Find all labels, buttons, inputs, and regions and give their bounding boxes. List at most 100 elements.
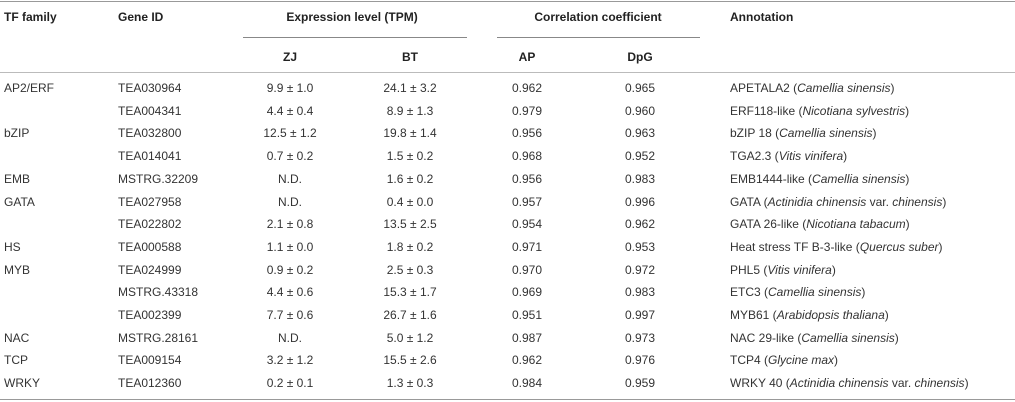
annotation: ETC3 (Camellia sinensis) (730, 285, 865, 299)
value-cell: 4.4 ± 0.6 (266, 285, 314, 300)
annotation-part: Quercus suber (859, 239, 939, 254)
gene-id: MSTRG.28161 (118, 330, 199, 345)
value-cell: 1.1 ± 0.0 (266, 239, 314, 254)
value-cell: 1.8 ± 0.2 (386, 239, 434, 254)
annotation-part: ) (938, 239, 943, 254)
gene-id: TEA004341 (118, 103, 182, 118)
annotation-part: ) (884, 308, 889, 322)
value-cell: 0.996 (624, 194, 656, 209)
header-cell: TF family (4, 10, 57, 24)
value-cell: 0.971 (511, 239, 543, 254)
annotation-part: Camellia sinensis (801, 330, 895, 345)
value-cell: 24.1 ± 3.2 (383, 81, 437, 95)
value-cell: 0.976 (624, 353, 656, 368)
header-cell: DpG (627, 50, 653, 64)
annotation: Heat stress TF B-3-like (Quercus suber) (730, 240, 943, 254)
gene-id: TEA012360 (118, 376, 182, 391)
value-cell: 0.969 (511, 285, 543, 300)
annotation-part: ) (905, 103, 910, 118)
value-cell: 0.954 (511, 217, 543, 232)
value-cell: 0.957 (511, 194, 543, 209)
annotation-part: Heat stress TF B-3-like ( (730, 239, 860, 254)
annotation: ERF118-like (Nicotiana sylvestris) (730, 104, 909, 118)
annotation-part: Actinidia chinensis (789, 376, 889, 391)
annotation-part: ) (834, 353, 839, 368)
annotation-part: Actinidia chinensis (767, 194, 867, 209)
tf-family: EMB (4, 171, 31, 186)
gene-id: TEA000588 (118, 239, 182, 254)
annotation-part: APETALA2 ( (730, 81, 798, 95)
value-cell: 0.9 ± 0.2 (266, 262, 314, 277)
tf-family: NAC (4, 330, 30, 345)
annotation-part: WRKY 40 ( (730, 376, 790, 391)
value-cell: 0.973 (624, 330, 656, 345)
value-cell: N.D. (278, 330, 302, 345)
gene-id: TEA030964 (118, 81, 182, 95)
value-cell: 15.3 ± 1.7 (383, 285, 437, 300)
value-cell: 12.5 ± 1.2 (263, 126, 317, 141)
rule (0, 1, 1015, 2)
gene-id: MSTRG.43318 (118, 285, 199, 300)
value-cell: 7.7 ± 0.6 (266, 308, 314, 322)
value-cell: 0.956 (511, 126, 543, 141)
annotation-part: ) (872, 126, 877, 141)
value-cell: 1.6 ± 0.2 (386, 171, 434, 186)
annotation-part: ) (890, 81, 895, 95)
header-cell: Gene ID (118, 10, 164, 24)
gene-id: TEA009154 (118, 353, 182, 368)
value-cell: 0.962 (511, 81, 543, 95)
value-cell: N.D. (278, 171, 302, 186)
header-cell: Expression level (TPM) (286, 10, 418, 24)
value-cell: 1.5 ± 0.2 (386, 149, 434, 164)
value-cell: 0.962 (511, 353, 543, 368)
gene-id: TEA024999 (118, 262, 182, 277)
value-cell: 26.7 ± 1.6 (383, 308, 437, 322)
annotation-part: PHL5 ( (730, 262, 768, 277)
rule (0, 399, 1015, 400)
header-cell: Annotation (730, 10, 794, 24)
annotation-part: ) (843, 149, 848, 164)
annotation: NAC 29-like (Camellia sinensis) (730, 331, 899, 345)
value-cell: 0.959 (624, 376, 656, 391)
value-cell: 8.9 ± 1.3 (386, 103, 434, 118)
value-cell: 0.983 (624, 285, 656, 300)
annotation-part: ) (861, 285, 866, 300)
value-cell: 9.9 ± 1.0 (266, 81, 314, 95)
annotation-part: MYB61 ( (730, 308, 777, 322)
annotation-part: GATA ( (730, 194, 768, 209)
value-cell: 4.4 ± 0.4 (266, 103, 314, 118)
annotation-part: Vitis vinifera (767, 262, 832, 277)
value-cell: 15.5 ± 2.6 (383, 353, 437, 368)
annotation-part: ) (964, 376, 969, 391)
annotation-part: var. (866, 194, 893, 209)
annotation-part: Camellia sinensis (797, 81, 891, 95)
header-cell: BT (402, 50, 418, 64)
gene-id: TEA022802 (118, 217, 182, 232)
header-cell: Correlation coefficient (534, 10, 662, 24)
annotation: EMB1444-like (Camellia sinensis) (730, 172, 909, 186)
value-cell: 0.952 (624, 149, 656, 164)
value-cell: 0.960 (624, 103, 656, 118)
value-cell: 0.956 (511, 171, 543, 186)
annotation-part: Arabidopsis thaliana (776, 308, 885, 322)
gene-id: TEA027958 (118, 194, 182, 209)
annotation: GATA (Actinidia chinensis var. chinensis… (730, 195, 946, 209)
value-cell: 2.5 ± 0.3 (386, 262, 434, 277)
value-cell: 0.951 (511, 308, 543, 322)
value-cell: 0.972 (624, 262, 656, 277)
tf-family: WRKY (4, 376, 40, 391)
value-cell: 0.984 (511, 376, 543, 391)
value-cell: 5.0 ± 1.2 (386, 330, 434, 345)
value-cell: 0.979 (511, 103, 543, 118)
annotation-part: ) (905, 217, 910, 232)
value-cell: N.D. (278, 194, 302, 209)
annotation-part: EMB1444-like ( (730, 171, 813, 186)
annotation: PHL5 (Vitis vinifera) (730, 263, 836, 277)
annotation-part: Camellia sinensis (768, 285, 862, 300)
value-cell: 2.1 ± 0.8 (266, 217, 314, 232)
header-cell: AP (518, 50, 536, 64)
annotation-part: chinensis (892, 194, 943, 209)
gene-id: MSTRG.32209 (118, 171, 199, 186)
annotation-part: NAC 29-like ( (730, 330, 802, 345)
